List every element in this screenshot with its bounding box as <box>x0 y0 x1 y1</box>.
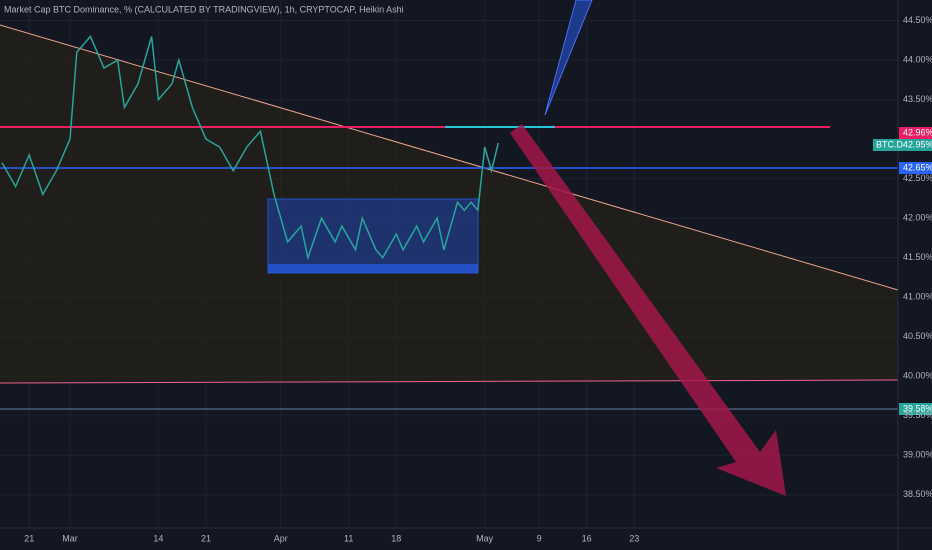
y-tick-label: 38.50% <box>903 489 932 499</box>
range-box <box>267 198 479 274</box>
price-label: 42.96% <box>903 127 932 137</box>
y-tick-label: 40.00% <box>903 371 932 381</box>
x-tick-label: 23 <box>629 533 639 543</box>
x-tick-label: 21 <box>201 533 211 543</box>
x-tick-label: 16 <box>582 533 592 543</box>
x-tick-label: 21 <box>24 533 34 543</box>
x-tick-label: May <box>476 533 494 543</box>
price-tag <box>899 403 932 415</box>
chart-title: Market Cap BTC Dominance, % (CALCULATED … <box>4 4 404 14</box>
support-line <box>0 379 899 384</box>
y-tick-label: 41.50% <box>903 252 932 262</box>
x-tick-label: Mar <box>62 533 78 543</box>
plot <box>1 35 500 261</box>
price-label: 42.95% <box>903 139 932 149</box>
range-box-base <box>268 264 478 273</box>
y-tick-label: 39.50% <box>903 410 932 420</box>
x-tick-label: 14 <box>153 533 163 543</box>
down-arrow <box>510 124 786 496</box>
y-tick-label: 44.00% <box>903 54 932 64</box>
price-label: 39.58% <box>903 403 932 413</box>
price-tag <box>899 127 932 139</box>
x-tick-label: Apr <box>274 533 288 543</box>
price-series <box>1 35 500 261</box>
y-tick-label: 42.50% <box>903 173 932 183</box>
y-tick-label: 44.50% <box>903 15 932 25</box>
y-tick-label: 39.00% <box>903 450 932 460</box>
y-tick-label: 43.50% <box>903 94 932 104</box>
price-tag <box>873 139 932 151</box>
x-tick-label: 11 <box>344 533 353 543</box>
x-tick-label: 9 <box>537 533 542 543</box>
y-tick-label: 42.00% <box>903 213 932 223</box>
x-tick-label: 18 <box>391 533 401 543</box>
symbol-label: BTC.D <box>876 139 904 149</box>
blue-arrow <box>544 0 593 116</box>
trend-line <box>0 24 899 291</box>
y-tick-label: 40.50% <box>903 331 932 341</box>
price-tag <box>899 162 932 174</box>
price-label: 42.65% <box>903 162 932 172</box>
y-tick-label: 41.00% <box>903 292 932 302</box>
